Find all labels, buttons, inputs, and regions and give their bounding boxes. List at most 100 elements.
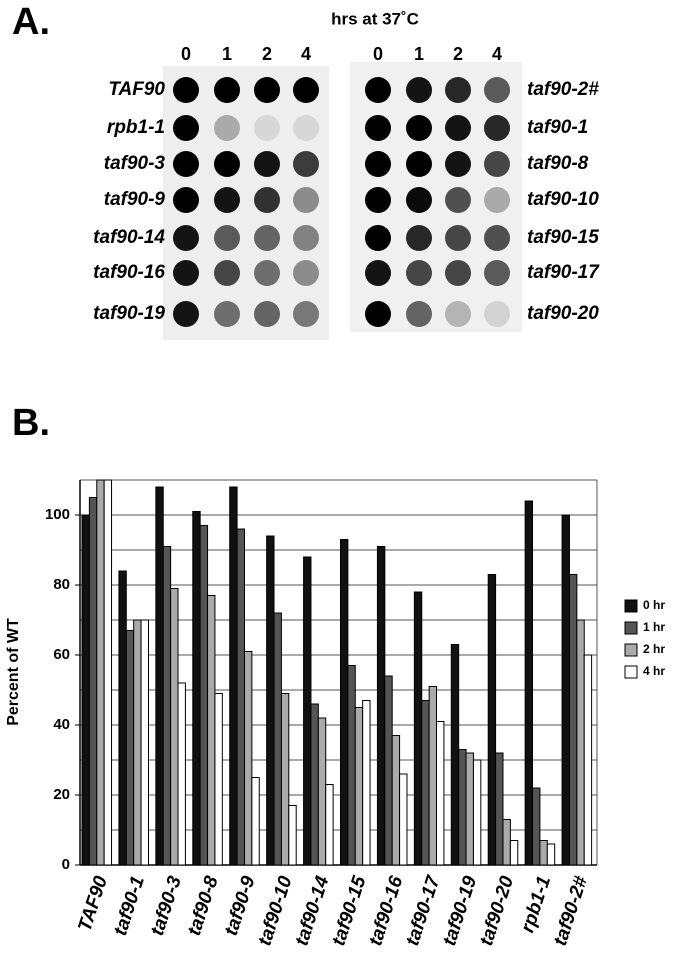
- column-header: 4: [301, 44, 311, 64]
- bar: [118, 570, 127, 866]
- x-tick-label: taf90-1: [110, 874, 149, 939]
- bar: [325, 784, 334, 866]
- spot: [173, 225, 199, 251]
- bar: [273, 612, 282, 866]
- spot: [406, 301, 432, 327]
- x-tick-label: taf90-15: [328, 873, 370, 948]
- x-tick-label: taf90-2#: [550, 873, 592, 948]
- strain-label: taf90-16: [93, 262, 165, 283]
- legend-label: 1 hr: [643, 620, 665, 634]
- spot: [173, 115, 199, 141]
- bar: [317, 717, 327, 866]
- bar: [561, 514, 570, 866]
- spot: [293, 260, 319, 286]
- spot: [406, 115, 432, 141]
- bar: [458, 749, 467, 866]
- spot: [254, 115, 280, 141]
- x-tick-label: taf90-3: [147, 873, 186, 938]
- spot: [293, 115, 319, 141]
- column-header: 2: [453, 44, 463, 64]
- column-header: 1: [222, 44, 232, 64]
- spot: [214, 260, 240, 286]
- x-tick-label: taf90-9: [221, 873, 260, 938]
- y-tick-label: 80: [53, 576, 70, 593]
- spot: [365, 151, 391, 177]
- spot: [173, 187, 199, 213]
- strain-label: taf90-19: [93, 303, 165, 324]
- spot: [445, 115, 471, 141]
- legend-label: 4 hr: [643, 664, 665, 678]
- spot: [214, 301, 240, 327]
- bar: [125, 630, 135, 866]
- spot: [254, 77, 280, 103]
- bar: [347, 665, 356, 866]
- spot: [173, 77, 199, 103]
- legend-swatch: [624, 665, 638, 679]
- spot: [254, 151, 280, 177]
- column-header: 0: [373, 44, 383, 64]
- column-header: 2: [262, 44, 272, 64]
- bar: [354, 707, 364, 866]
- strain-label: taf90-14: [93, 227, 165, 248]
- x-tick-label: taf90-20: [476, 873, 518, 948]
- bar: [340, 539, 349, 866]
- bar: [280, 693, 290, 866]
- bar: [207, 595, 216, 866]
- bar: [509, 840, 519, 866]
- bar: [421, 700, 430, 866]
- strain-label: taf90-2#: [527, 79, 599, 100]
- bar: [133, 619, 142, 866]
- bar: [103, 479, 113, 866]
- column-header: 1: [414, 44, 424, 64]
- y-tick-label: 100: [45, 506, 70, 523]
- spot: [406, 225, 432, 251]
- bar: [243, 651, 253, 866]
- x-tick-label: taf90-17: [402, 872, 445, 948]
- spot: [214, 151, 240, 177]
- bar: [413, 591, 423, 866]
- spot: [445, 225, 471, 251]
- spot: [484, 115, 510, 141]
- bar: [502, 819, 511, 866]
- y-axis-label: Percent of WT: [5, 618, 22, 726]
- spot: [293, 77, 319, 103]
- bar: [568, 574, 578, 866]
- spot: [406, 77, 432, 103]
- bar: [524, 500, 534, 866]
- x-tick-label: taf90-8: [184, 873, 223, 938]
- x-tick-label: taf90-16: [365, 873, 407, 948]
- bar: [170, 588, 179, 866]
- strain-label: TAF90: [108, 79, 165, 100]
- bar: [376, 546, 386, 866]
- bar: [96, 479, 105, 866]
- bar: [251, 777, 260, 866]
- bar: [384, 675, 393, 866]
- bar: [391, 735, 401, 866]
- spot: [254, 260, 280, 286]
- panel-b-label: B.: [12, 402, 50, 444]
- bar: [495, 752, 504, 866]
- spot: [445, 260, 471, 286]
- bar: [229, 486, 238, 866]
- spot: [445, 301, 471, 327]
- panel-a-label: A.: [12, 1, 50, 43]
- spot: [293, 187, 319, 213]
- x-tick-label: taf90-19: [439, 873, 481, 948]
- bar: [399, 773, 408, 866]
- spot: [365, 260, 391, 286]
- spot: [173, 151, 199, 177]
- bar: [88, 497, 98, 866]
- spot: [254, 187, 280, 213]
- spot: [445, 151, 471, 177]
- strain-label: rpb1-1: [107, 117, 165, 138]
- spot: [214, 77, 240, 103]
- spot: [484, 77, 510, 103]
- spot: [254, 301, 280, 327]
- bar: [576, 619, 585, 866]
- x-tick-label: TAF90: [75, 873, 113, 934]
- strain-label: taf90-17: [527, 262, 600, 283]
- bar: [236, 528, 245, 866]
- bar: [310, 703, 319, 866]
- spot: [293, 151, 319, 177]
